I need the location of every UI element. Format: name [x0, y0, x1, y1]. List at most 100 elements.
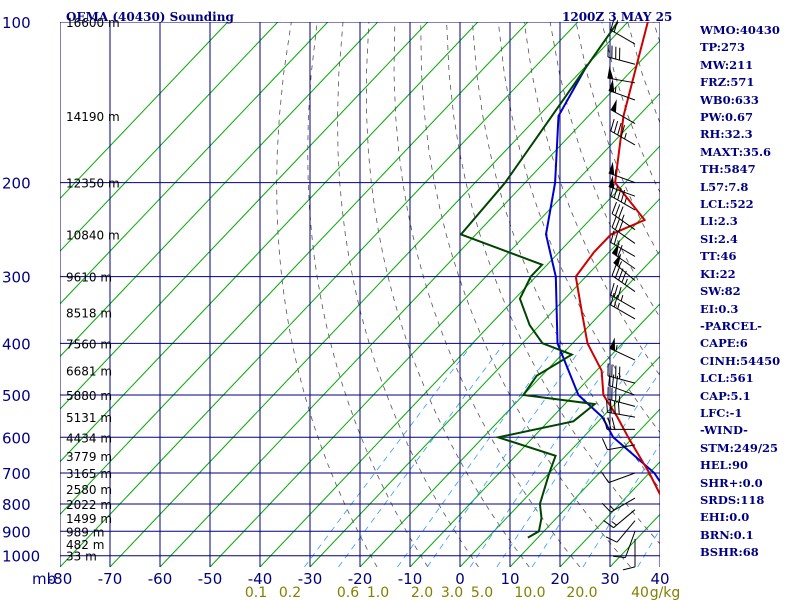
mixing-ratio-line: [469, 343, 624, 567]
temperature-line: [574, 22, 660, 497]
barb-feather: [613, 555, 626, 559]
height-label: 482 m: [66, 538, 104, 552]
indices-panel: WMO:40430 TP:273 MW:211 FRZ:571 WB0:633 PW:0.…: [700, 22, 800, 562]
barb-shaft: [608, 89, 636, 101]
barb-shaft: [607, 398, 636, 407]
barb-feather: [617, 401, 620, 415]
wind-barb: [610, 292, 636, 320]
mixing-ratio-label: 3.0: [441, 585, 463, 600]
wind-barb: [608, 79, 636, 101]
barb-flag: [608, 161, 615, 176]
isotherm-line: [159, 39, 660, 567]
mixing-ratio-label: 1.0: [367, 585, 389, 600]
wind-barb: [613, 253, 636, 281]
mixing-ratio-label: 0.6: [337, 585, 359, 600]
barb-shaft: [611, 275, 636, 293]
isotherm-line: [60, 22, 379, 358]
temperature-tick-label: -80: [48, 570, 73, 588]
index-row: -PARCEL-: [700, 318, 762, 333]
height-label: 14190 m: [66, 110, 120, 124]
barb-shaft: [613, 509, 636, 529]
pressure-label: 300: [2, 269, 31, 287]
height-label: 8518 m: [66, 306, 112, 320]
barb-feather: [610, 183, 615, 197]
dry-adiabat-line: [420, 22, 631, 567]
barb-feather: [613, 284, 619, 298]
index-row: LCL:522: [700, 197, 754, 212]
barb-feather: [601, 438, 608, 450]
height-label: 2022 m: [66, 498, 112, 512]
barb-feather: [610, 118, 615, 132]
mixing-ratio-label: g/kg: [650, 585, 681, 600]
barb-feather: [613, 401, 616, 414]
barb-half-feather: [615, 345, 618, 352]
index-row: KI:22: [700, 266, 736, 281]
pressure-label: 500: [2, 387, 31, 405]
isotherm-line: [60, 22, 529, 516]
pressure-label: 800: [2, 496, 31, 514]
barb-feather: [621, 270, 627, 283]
pressure-label: 700: [2, 465, 31, 483]
wind-barb: [610, 18, 636, 45]
barb-half-feather: [624, 132, 627, 140]
wind-barb: [601, 472, 636, 484]
barb-feather: [610, 230, 615, 243]
barb-half-feather: [614, 86, 617, 93]
barb-feather: [611, 374, 615, 387]
height-label: 9610 m: [66, 271, 112, 285]
wind-barb: [601, 497, 636, 513]
dry-adiabat-line: [549, 22, 660, 319]
barb-shaft: [610, 109, 636, 125]
mixing-ratio-label: 20.0: [566, 585, 597, 600]
barb-feather: [620, 124, 626, 138]
wind-barb: [607, 386, 636, 407]
index-row: -WIND-: [700, 423, 748, 438]
mixing-ratio-line: [426, 343, 586, 567]
height-label: 10840 m: [66, 228, 120, 242]
index-row: L57:7.8: [700, 179, 749, 194]
temperature-tick-label: 20: [550, 570, 569, 588]
wind-barb: [622, 538, 636, 571]
height-label: 7560 m: [66, 337, 112, 351]
barb-feather: [603, 520, 614, 529]
temperature-tick-label: 0: [455, 570, 465, 588]
index-row: PW:0.67: [700, 110, 754, 125]
barb-feather: [611, 215, 617, 228]
wind-barb: [610, 282, 636, 310]
dry-adiabat-line: [365, 22, 530, 567]
barb-shaft: [610, 242, 636, 257]
index-row: CAP:5.1: [700, 388, 751, 403]
mixing-ratio-label: 2.0: [411, 585, 433, 600]
wind-barb: [608, 373, 636, 396]
barb-feather: [614, 217, 621, 230]
barb-half-feather: [611, 521, 617, 526]
dry-adiabat-line: [523, 22, 660, 377]
barb-feather: [620, 189, 626, 203]
barb-feather: [622, 566, 636, 571]
index-row: MAXT:35.6: [700, 144, 771, 159]
barb-shaft: [608, 172, 636, 184]
barb-half-feather: [621, 214, 625, 221]
index-row: EI:0.3: [700, 301, 739, 316]
temperature-tick-label: -70: [98, 570, 123, 588]
pressure-label: 600: [2, 429, 31, 447]
wind-barb: [609, 337, 636, 361]
height-label: 3779 m: [66, 450, 112, 464]
index-row: LCL:561: [700, 371, 754, 386]
barb-feather: [609, 400, 612, 413]
dry-adiabat-line: [307, 22, 429, 567]
barb-feather: [617, 187, 622, 201]
index-row: BSHR:68: [700, 545, 759, 560]
index-row: BRN:0.1: [700, 527, 754, 542]
pressure-label: 200: [2, 175, 31, 193]
wind-barb: [607, 44, 636, 65]
barb-flag: [607, 66, 614, 79]
barb-feather: [606, 399, 608, 413]
index-row: TH:5847: [700, 162, 756, 177]
barb-shaft: [608, 472, 636, 484]
temperature-tick-label: 40: [650, 570, 669, 588]
dry-adiabat-line: [276, 22, 378, 567]
pressure-label: 400: [2, 335, 31, 353]
barb-shaft: [610, 29, 636, 45]
